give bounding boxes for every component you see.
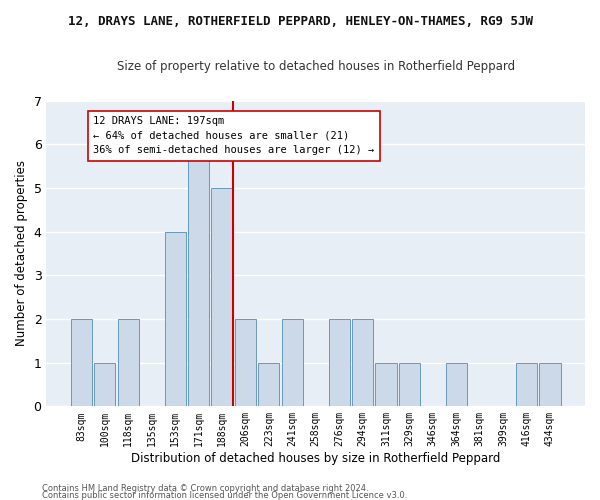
Y-axis label: Number of detached properties: Number of detached properties	[15, 160, 28, 346]
Bar	[329, 319, 350, 406]
X-axis label: Distribution of detached houses by size in Rotherfield Peppard: Distribution of detached houses by size …	[131, 452, 500, 465]
Bar	[235, 319, 256, 406]
Bar	[352, 319, 373, 406]
Bar	[118, 319, 139, 406]
Text: Contains HM Land Registry data © Crown copyright and database right 2024.: Contains HM Land Registry data © Crown c…	[42, 484, 368, 493]
Bar	[188, 144, 209, 406]
Bar	[376, 362, 397, 406]
Text: 12, DRAYS LANE, ROTHERFIELD PEPPARD, HENLEY-ON-THAMES, RG9 5JW: 12, DRAYS LANE, ROTHERFIELD PEPPARD, HEN…	[67, 15, 533, 28]
Bar	[259, 362, 280, 406]
Title: Size of property relative to detached houses in Rotherfield Peppard: Size of property relative to detached ho…	[116, 60, 515, 73]
Bar	[94, 362, 115, 406]
Bar	[282, 319, 303, 406]
Bar	[539, 362, 560, 406]
Bar	[211, 188, 233, 406]
Bar	[71, 319, 92, 406]
Bar	[516, 362, 537, 406]
Text: Contains public sector information licensed under the Open Government Licence v3: Contains public sector information licen…	[42, 490, 407, 500]
Text: 12 DRAYS LANE: 197sqm
← 64% of detached houses are smaller (21)
36% of semi-deta: 12 DRAYS LANE: 197sqm ← 64% of detached …	[93, 116, 374, 156]
Bar	[399, 362, 420, 406]
Bar	[164, 232, 185, 406]
Bar	[446, 362, 467, 406]
